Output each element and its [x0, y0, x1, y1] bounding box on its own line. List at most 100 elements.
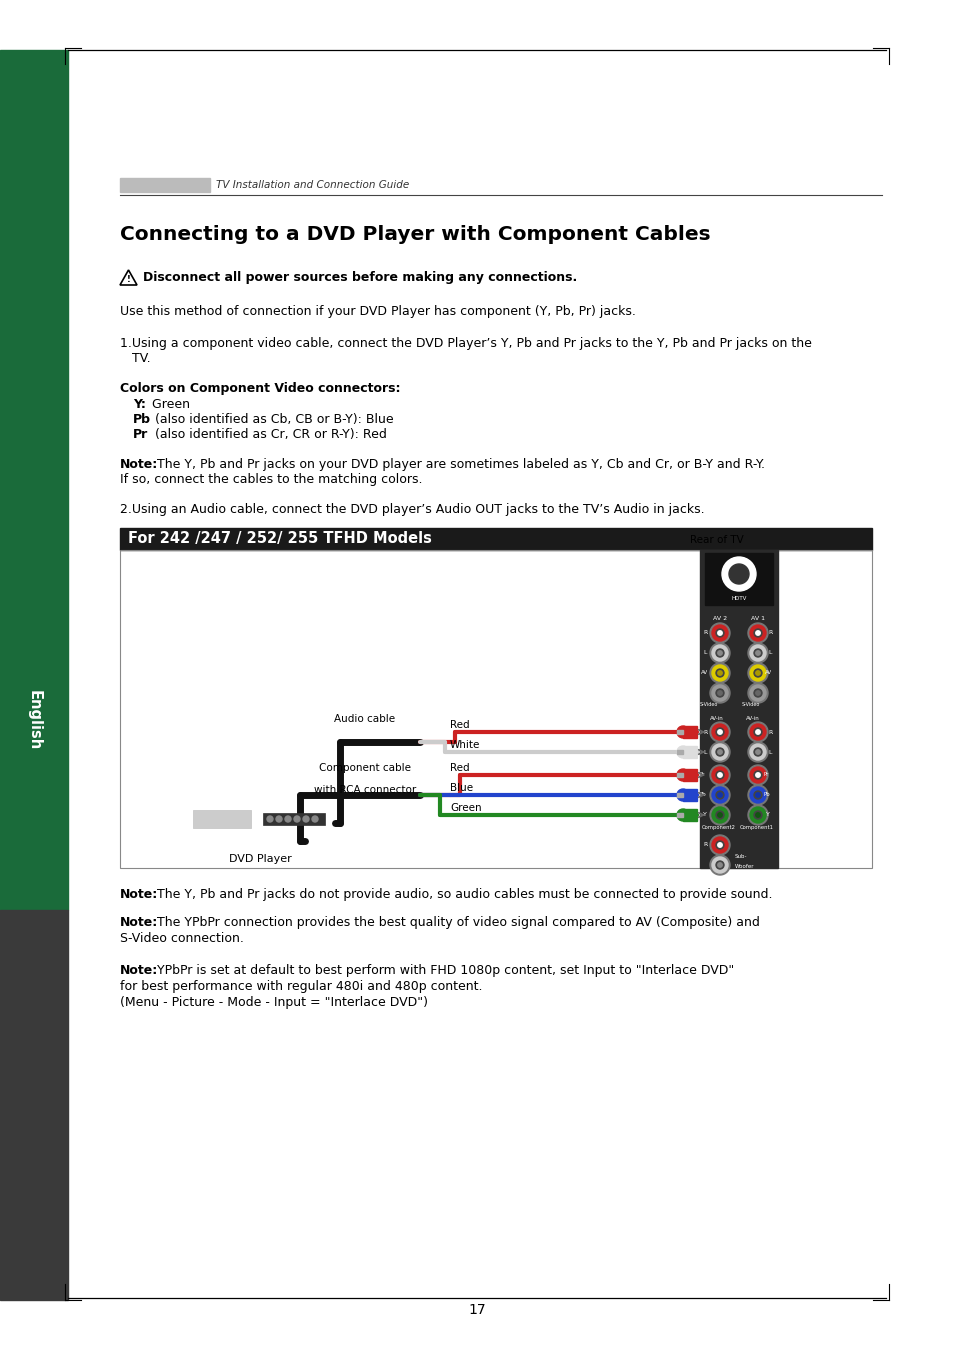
Circle shape	[755, 671, 760, 675]
Circle shape	[747, 663, 767, 683]
Circle shape	[711, 767, 727, 783]
Text: Component cable: Component cable	[318, 763, 411, 772]
Circle shape	[303, 816, 309, 822]
Circle shape	[749, 767, 765, 783]
Circle shape	[312, 816, 317, 822]
Polygon shape	[120, 270, 137, 284]
Circle shape	[717, 729, 721, 735]
Bar	[682, 727, 697, 737]
Text: !: !	[127, 275, 131, 284]
Text: Note:: Note:	[120, 458, 158, 470]
Text: Pr: Pr	[700, 772, 704, 778]
Text: English: English	[27, 690, 42, 749]
Circle shape	[728, 563, 748, 584]
Circle shape	[753, 728, 761, 736]
Circle shape	[711, 644, 727, 661]
Circle shape	[709, 723, 729, 741]
Circle shape	[711, 685, 727, 701]
Bar	[700, 550, 778, 868]
Circle shape	[753, 791, 761, 799]
Text: L: L	[702, 749, 706, 755]
Text: Pr: Pr	[763, 772, 768, 778]
Text: R: R	[702, 631, 706, 635]
Text: Note:: Note:	[120, 964, 158, 977]
Text: Audio cable: Audio cable	[335, 714, 395, 724]
Circle shape	[709, 785, 729, 805]
Circle shape	[749, 644, 765, 661]
Circle shape	[711, 724, 727, 740]
Text: R: R	[702, 842, 706, 848]
Bar	[120, 178, 210, 191]
Text: Y: Y	[765, 813, 769, 817]
Circle shape	[717, 749, 721, 755]
Circle shape	[716, 728, 723, 736]
Circle shape	[749, 744, 765, 760]
Text: Green: Green	[148, 398, 190, 411]
Circle shape	[717, 631, 721, 635]
Text: The Y, Pb and Pr jacks do not provide audio, so audio cables must be connected t: The Y, Pb and Pr jacks do not provide au…	[152, 888, 772, 900]
Text: Blue: Blue	[450, 783, 473, 793]
Bar	[682, 745, 697, 758]
Text: Note:: Note:	[120, 917, 158, 929]
Text: TV Installation and Connection Guide: TV Installation and Connection Guide	[215, 181, 409, 190]
Circle shape	[749, 807, 765, 824]
Circle shape	[717, 842, 721, 848]
Bar	[193, 810, 251, 828]
Text: 2.Using an Audio cable, connect the DVD player’s Audio OUT jacks to the TV’s Aud: 2.Using an Audio cable, connect the DVD …	[120, 503, 704, 516]
Text: Colors on Component Video connectors:: Colors on Component Video connectors:	[120, 381, 400, 395]
Circle shape	[711, 744, 727, 760]
Circle shape	[709, 766, 729, 785]
Circle shape	[716, 748, 723, 756]
Text: Rear of TV: Rear of TV	[689, 535, 743, 545]
Bar	[185, 799, 335, 847]
Text: Pr: Pr	[132, 429, 148, 441]
Text: AV-in: AV-in	[709, 716, 723, 720]
Circle shape	[747, 785, 767, 805]
Circle shape	[709, 855, 729, 875]
Circle shape	[717, 671, 721, 675]
Circle shape	[749, 625, 765, 642]
Text: If so, connect the cables to the matching colors.: If so, connect the cables to the matchin…	[120, 473, 422, 487]
Circle shape	[749, 787, 765, 803]
Circle shape	[285, 816, 291, 822]
Text: R: R	[767, 729, 771, 735]
Bar	[677, 793, 682, 797]
Text: DVD Player: DVD Player	[229, 855, 291, 864]
Bar	[682, 768, 697, 780]
Circle shape	[716, 648, 723, 656]
Bar	[263, 813, 325, 825]
Circle shape	[753, 669, 761, 677]
Text: S-Video connection.: S-Video connection.	[120, 931, 244, 945]
Text: AV-in: AV-in	[745, 716, 759, 720]
Text: HDTV: HDTV	[731, 596, 746, 600]
Circle shape	[716, 791, 723, 799]
Circle shape	[717, 813, 721, 817]
Text: TV.: TV.	[120, 352, 151, 365]
Text: with RCA connector: with RCA connector	[314, 785, 416, 795]
Circle shape	[747, 683, 767, 704]
Circle shape	[709, 623, 729, 643]
Bar	[677, 731, 682, 735]
Circle shape	[747, 623, 767, 643]
Circle shape	[677, 789, 688, 801]
Text: Note:: Note:	[120, 888, 158, 900]
Circle shape	[711, 625, 727, 642]
Text: Y: Y	[702, 813, 706, 817]
Circle shape	[716, 630, 723, 638]
Circle shape	[717, 651, 721, 655]
Circle shape	[709, 741, 729, 762]
Text: Red: Red	[450, 763, 469, 772]
Bar	[120, 528, 871, 550]
Circle shape	[709, 643, 729, 663]
Circle shape	[755, 651, 760, 655]
Circle shape	[753, 689, 761, 697]
Text: (also identified as Cr, CR or R-Y): Red: (also identified as Cr, CR or R-Y): Red	[151, 429, 387, 441]
Text: For 242 /247 / 252/ 255 TFHD Models: For 242 /247 / 252/ 255 TFHD Models	[128, 531, 432, 546]
Circle shape	[717, 772, 721, 778]
Circle shape	[709, 834, 729, 855]
Text: Use this method of connection if your DVD Player has component (Y, Pb, Pr) jacks: Use this method of connection if your DV…	[120, 305, 636, 318]
Circle shape	[717, 690, 721, 696]
Text: Sub-: Sub-	[734, 855, 747, 860]
Bar	[704, 553, 772, 605]
Text: AV: AV	[700, 670, 707, 675]
